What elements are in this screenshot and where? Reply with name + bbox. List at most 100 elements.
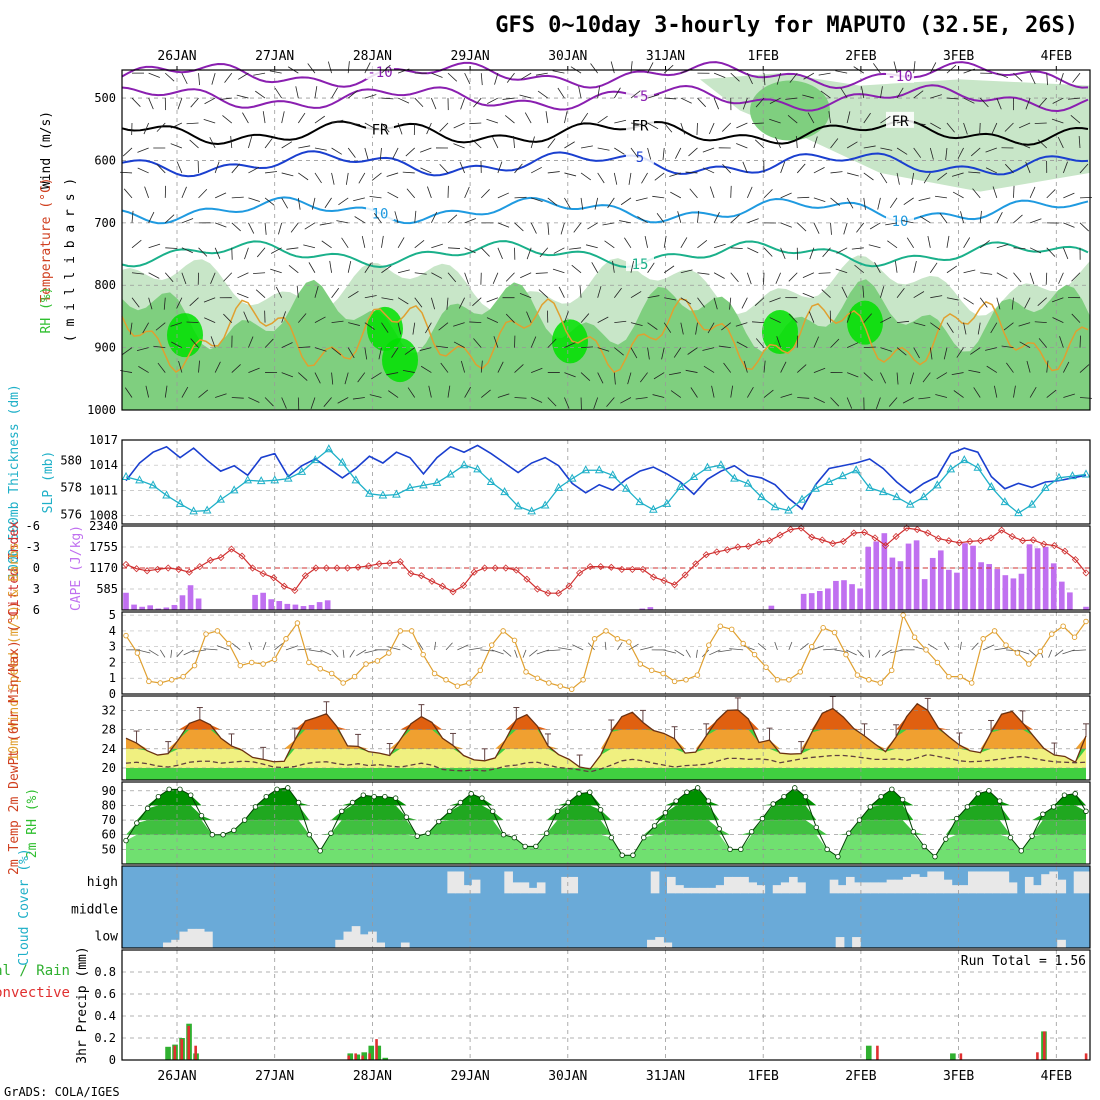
lifted-marker xyxy=(892,532,900,541)
wind-barb xyxy=(1037,297,1048,306)
wind-speed-marker xyxy=(591,636,598,642)
wind-barb xyxy=(298,346,311,349)
wind-barb xyxy=(597,347,610,352)
cloud-high-bar xyxy=(772,885,782,894)
wind-barb xyxy=(597,286,602,298)
cloud-axis-label: Cloud Cover (%) xyxy=(17,848,32,965)
wind-barb xyxy=(311,197,316,210)
wind-barb xyxy=(347,347,355,359)
cloud-high-bar xyxy=(463,885,473,894)
wind-barb xyxy=(447,72,458,82)
cape-bar xyxy=(954,572,960,610)
slp-marker xyxy=(987,481,996,491)
pressure-tick-label: 600 xyxy=(94,153,116,167)
cloud-high-bar xyxy=(1049,871,1058,894)
wind-barb xyxy=(994,647,1009,651)
wind-barb xyxy=(754,297,765,307)
wind-barb xyxy=(614,347,624,356)
slp-marker xyxy=(959,455,969,464)
cape-bar xyxy=(147,605,154,610)
rh-marker xyxy=(802,793,809,800)
slp-marker xyxy=(459,460,469,469)
temp-tick-label: 28 xyxy=(102,723,116,737)
wind-barb xyxy=(186,321,199,324)
wind-speed-marker xyxy=(226,640,232,647)
wind-barb xyxy=(755,97,765,108)
rh-marker xyxy=(943,836,949,842)
wind-barb xyxy=(951,172,964,177)
precip-convective-bar xyxy=(368,1053,371,1060)
rh-marker xyxy=(651,823,658,829)
cape-bar xyxy=(155,608,162,610)
slp-marker xyxy=(1054,472,1064,481)
wind-barb xyxy=(957,147,964,159)
cloud-high-bar xyxy=(943,879,953,894)
wind-barb xyxy=(1013,272,1022,283)
wind-barb xyxy=(381,297,394,301)
wind-barb xyxy=(338,197,349,206)
wind-barb xyxy=(414,97,424,108)
rh-marker xyxy=(845,830,852,836)
wind-barb xyxy=(953,390,964,398)
wind-barb xyxy=(713,297,718,310)
rh-marker xyxy=(997,798,1003,804)
wind-barb xyxy=(780,247,786,260)
wind-barb xyxy=(597,372,604,384)
lifted-marker xyxy=(396,558,404,566)
cape-bar xyxy=(195,598,202,610)
wind-barb xyxy=(192,649,207,653)
slp-marker xyxy=(216,494,225,503)
wind-speed-marker xyxy=(580,677,586,683)
wind-barb xyxy=(1051,118,1064,124)
wind-barb xyxy=(564,311,569,323)
wind-barb xyxy=(164,72,175,82)
wind-barb xyxy=(796,222,807,232)
wind-barb xyxy=(137,649,151,654)
wind-barb xyxy=(656,212,665,224)
wind-barb xyxy=(564,141,575,149)
wind-barb xyxy=(963,237,971,249)
cape-bar xyxy=(131,604,137,610)
temp-band-yellow xyxy=(126,748,1086,768)
wind-barb xyxy=(913,122,926,126)
wind-barb xyxy=(593,397,599,409)
cloud-high-bar xyxy=(789,876,798,894)
wind-barb xyxy=(347,260,352,273)
wind-barb xyxy=(780,222,792,228)
wind-barb xyxy=(323,397,332,407)
cloud-high-bar xyxy=(683,887,692,894)
wind-barb xyxy=(170,649,173,658)
lifted-marker xyxy=(322,564,331,572)
wind-barb xyxy=(789,72,798,83)
wind-barb xyxy=(963,269,976,274)
lifted-marker xyxy=(702,551,710,559)
wind-barb xyxy=(763,389,774,398)
wind-barb xyxy=(356,649,367,657)
wind-barb xyxy=(641,172,648,184)
rh-marker xyxy=(964,804,971,810)
rh-axis-label: RH (%) xyxy=(39,287,54,334)
lifted-marker xyxy=(238,552,246,560)
wind-barb xyxy=(1052,97,1064,104)
lifted-marker xyxy=(850,529,858,537)
cloud-high-bar xyxy=(723,876,733,894)
rh-marker xyxy=(209,832,215,838)
wind-barb xyxy=(713,97,720,110)
wind-barb xyxy=(640,646,654,651)
lifted-marker xyxy=(913,525,921,534)
wind-barb xyxy=(281,172,294,177)
cloud-cover-panel: high middle low Cloud Cover (%) xyxy=(17,848,1091,966)
lifted-marker xyxy=(618,565,626,573)
lifted-marker xyxy=(597,563,605,571)
wind-barb xyxy=(813,397,825,403)
wind-barb xyxy=(298,372,308,381)
wind-barb xyxy=(539,247,549,258)
wind-barb xyxy=(821,289,831,298)
cape-bar xyxy=(768,605,775,610)
lifted-marker xyxy=(1019,537,1027,545)
wind-barb xyxy=(170,122,183,129)
cloud-high-bar xyxy=(911,874,920,894)
wind-barb xyxy=(231,163,240,174)
lifted-marker xyxy=(576,569,584,577)
wind-barb xyxy=(1063,393,1075,398)
